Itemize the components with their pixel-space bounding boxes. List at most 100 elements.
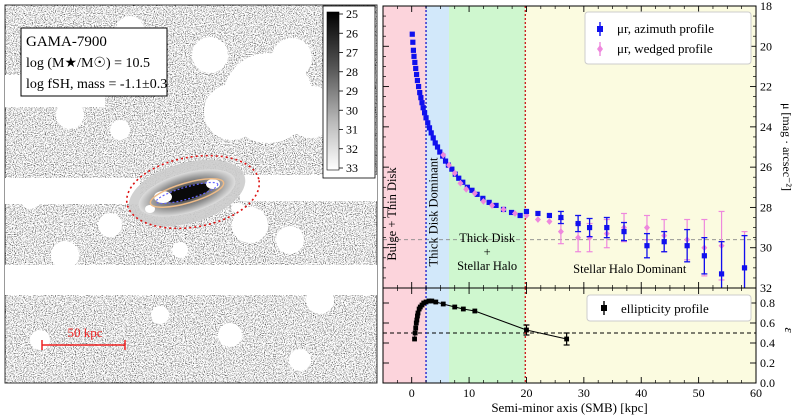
azimuth-point	[523, 208, 530, 215]
ellipticity-point	[433, 299, 439, 305]
wedged-point	[523, 212, 530, 219]
colorbar: 25 26 27 28 29 30 31 32 33	[322, 5, 376, 179]
ellipticity-point	[415, 313, 420, 319]
legend-azimuth-marker	[597, 26, 603, 32]
top-legend: μr, azimuth profile μr, wedged profile	[584, 11, 752, 65]
y-tick-label: 18	[760, 0, 772, 13]
masked-regions	[5, 16, 377, 371]
azimuth-point	[413, 71, 420, 78]
azimuth-point	[422, 110, 428, 116]
colorbar-tick-label: 27	[346, 46, 358, 60]
y-tick-label: 30	[760, 241, 772, 255]
legend-ellipticity-marker	[601, 305, 607, 311]
colorbar-tick-label: 26	[346, 26, 358, 40]
top-y-ticks: 18 20 22 24 26 28 30 32	[383, 0, 772, 295]
ellipticity-point	[423, 299, 429, 305]
region-boundaries	[425, 6, 527, 288]
colorbar-tick-label: 29	[346, 84, 358, 98]
region-band	[426, 288, 449, 383]
azimuth-point	[442, 158, 449, 164]
region-labels: Bulge + Thin Disk Thick Disk Dominant Thic…	[385, 157, 687, 276]
colorbar-tick-label: 28	[346, 65, 358, 79]
y-tick-label: 32	[760, 281, 772, 295]
azimuth-point	[418, 95, 424, 101]
wedged-point	[534, 216, 541, 223]
azimuth-point	[417, 90, 423, 96]
region-label-thick-disk-halo-1: +	[484, 245, 491, 259]
surface-brightness-panel: Bulge + Thin Disk Thick Disk Dominant Thic…	[382, 0, 793, 307]
legend-ellipticity-label: ellipticity profile	[621, 301, 709, 316]
x-tick-label: 40	[635, 386, 647, 400]
region-band	[448, 288, 526, 383]
bottom-x-ticks: 0 10 20 30 40 50 60	[382, 288, 762, 400]
wedged-point	[489, 202, 496, 209]
ellipticity-point	[440, 301, 446, 307]
x-tick-label: 10	[463, 386, 475, 400]
ellipticity-point	[413, 320, 419, 326]
legend-wedged-marker	[597, 45, 603, 53]
galaxy	[125, 154, 261, 230]
region-label-thick-disk-dominant: Thick Disk Dominant	[427, 157, 441, 267]
top-y-axis-label: μ [mag · arcsec⁻²]	[780, 103, 793, 191]
scale-bar-label: 50 kpc	[67, 325, 102, 340]
bottom-y-axis-label: ε	[782, 327, 793, 333]
galaxy-id: GAMA-7900	[26, 34, 107, 50]
azimuth-point	[420, 105, 426, 111]
azimuth-point	[486, 199, 492, 205]
stellar-mass-label: log (M★/M☉) = 10.5	[26, 56, 150, 71]
wedged-point	[440, 151, 447, 159]
galaxy-image-panel: 25 26 27 28 29 30 31 32 33 GAMA-7900 log (M★/M☉)…	[4, 4, 378, 384]
ellipticity-panel: 0.0 0.2 0.4 0.6 0.8 0 10 20 30 40 50 60 ε Semi-min…	[382, 287, 793, 415]
legend-box	[584, 11, 752, 65]
region-band	[383, 288, 427, 383]
y-tick-label: 28	[760, 200, 772, 214]
colorbar-tick-label: 25	[346, 7, 358, 21]
bottom-y-ticks: 0.0 0.2 0.4 0.6 0.8	[383, 296, 775, 390]
ellipticity-point	[426, 298, 432, 304]
azimuth-point	[412, 59, 418, 65]
azimuth-point	[508, 209, 515, 216]
wedged-point	[500, 206, 507, 213]
region-label-stellar-halo-dominant: Stellar Halo Dominant	[573, 262, 687, 276]
azimuth-point	[535, 210, 541, 217]
wedged-point	[471, 189, 478, 197]
x-axis-label: Semi-minor axis (SMB) [kpc]	[491, 400, 647, 415]
x-tick-label: 20	[520, 386, 532, 400]
azimuth-point	[410, 39, 416, 45]
azimuth-point	[423, 115, 429, 121]
azimuth-point	[437, 149, 443, 155]
ellipticity-point	[413, 325, 419, 331]
legend-box	[586, 294, 752, 322]
azimuth-point	[428, 130, 434, 136]
azimuth-point	[460, 179, 466, 185]
azimuth-point	[449, 166, 455, 172]
azimuth-point	[411, 53, 417, 59]
y-tick-label: 0.8	[760, 296, 775, 310]
wedged-point	[457, 179, 464, 187]
colorbar-tick-label: 31	[346, 123, 358, 137]
azimuth-point	[480, 195, 486, 201]
region-band	[448, 6, 526, 288]
y-tick-label: 0.6	[760, 316, 775, 330]
azimuth-point	[517, 212, 523, 219]
ellipticity-point	[415, 310, 421, 316]
azimuth-point	[434, 144, 441, 150]
profile-series	[409, 31, 748, 307]
region-band	[383, 6, 427, 288]
azimuth-point	[419, 100, 425, 106]
azimuth-point	[430, 135, 436, 141]
galaxy-info-box: GAMA-7900 log (M★/M☉) = 10.5 log fSH, ma…	[20, 27, 168, 97]
y-tick-label: 26	[760, 160, 772, 174]
legend-wedged-label: μr, wedged profile	[617, 41, 713, 56]
azimuth-point	[456, 175, 462, 181]
azimuth-point	[493, 202, 499, 209]
legend-azimuth-label: μr, azimuth profile	[617, 21, 714, 36]
ellipticity-point	[460, 306, 466, 312]
azimuth-point	[415, 83, 422, 90]
y-tick-label: 0.0	[760, 376, 775, 390]
azimuth-point	[426, 125, 433, 131]
region-label-bulge-thin-disk: Bulge + Thin Disk	[385, 167, 399, 261]
wedged-point	[480, 197, 487, 205]
y-tick-label: 0.2	[760, 356, 775, 370]
ellipticity-series	[412, 298, 570, 346]
